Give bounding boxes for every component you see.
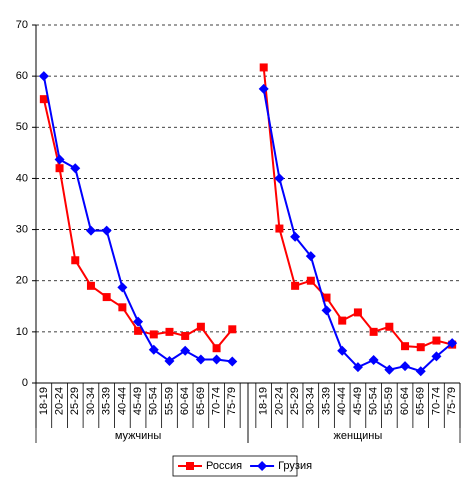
point [195,354,206,365]
x-tick-label: 60-64 [179,387,191,415]
series-line [42,67,453,350]
point [70,163,81,174]
x-tick-label: 18-19 [258,387,270,415]
x-tick-label: 20-24 [273,387,285,415]
y-tick-label: 20 [16,275,28,287]
x-tick-label: 65-69 [195,387,207,415]
x-tick-label: 35-39 [320,387,332,415]
point [38,71,49,82]
point [118,303,127,312]
point [148,344,159,355]
point [258,83,269,94]
point [165,327,174,336]
x-tick-label: 50-54 [368,387,380,415]
point [55,164,64,173]
point [196,322,205,331]
point [227,356,238,367]
x-tick-label: 40-44 [336,387,348,415]
x-tick-label: 75-79 [226,387,238,415]
point [275,224,284,233]
point [353,308,362,317]
point [54,154,65,165]
x-tick-label: 75-79 [446,387,458,415]
x-tick-label: 55-59 [163,387,175,415]
x-tick-label: 60-64 [399,387,411,415]
y-tick-label: 40 [16,172,28,184]
x-tick-label: 45-49 [132,387,144,415]
point [85,225,96,236]
point [306,276,315,285]
point [305,251,316,262]
y-tick-label: 60 [16,70,28,82]
point [102,293,111,302]
x-tick-label: 30-34 [305,387,317,415]
point [385,322,394,331]
point [117,282,128,293]
point [384,364,395,375]
point [447,338,458,349]
group-label: женщины [334,430,383,442]
point [71,256,80,265]
point [291,281,300,290]
x-tick-label: 30-34 [85,387,97,415]
point [338,316,347,325]
point [228,325,237,334]
point [133,316,144,327]
x-tick-label: 25-29 [69,387,81,415]
point [134,326,143,335]
y-tick-label: 70 [16,19,28,31]
point [149,330,158,339]
point [211,354,222,365]
x-tick-label: 55-59 [383,387,395,415]
point [180,345,191,356]
x-tick-label: 40-44 [116,387,128,415]
x-tick-label: 70-74 [430,387,442,415]
x-tick-label: 25-29 [289,387,301,415]
legend-label: Грузия [278,460,312,472]
y-tick-label: 10 [16,326,28,338]
point [274,173,285,184]
y-tick-label: 0 [22,377,28,389]
group-label: мужчины [115,430,161,442]
x-tick-label: 70-74 [210,387,222,415]
point [337,345,348,356]
point [368,354,379,365]
y-tick-label: 30 [16,223,28,235]
x-tick-label: 20-24 [53,387,65,415]
point [416,343,425,352]
y-tick-label: 50 [16,121,28,133]
point [101,225,112,236]
legend-marker [257,461,268,471]
point [39,95,48,104]
point [212,344,221,353]
legend-box [172,455,298,477]
point [400,361,411,372]
point [321,305,332,316]
x-tick-label: 65-69 [415,387,427,415]
point [415,366,426,377]
point [369,327,378,336]
x-tick-label: 45-49 [352,387,364,415]
point [259,63,268,72]
point [164,356,175,367]
x-tick-label: 50-54 [148,387,160,415]
x-tick-label: 18-19 [38,387,50,415]
legend-marker [186,462,194,470]
point [352,362,363,373]
point [432,336,441,345]
point [86,281,95,290]
point [181,331,190,340]
point [290,231,301,242]
x-tick-label: 35-39 [101,387,113,415]
point [401,342,410,351]
point [322,293,331,302]
point [431,351,442,362]
legend-label: Россия [206,460,242,472]
